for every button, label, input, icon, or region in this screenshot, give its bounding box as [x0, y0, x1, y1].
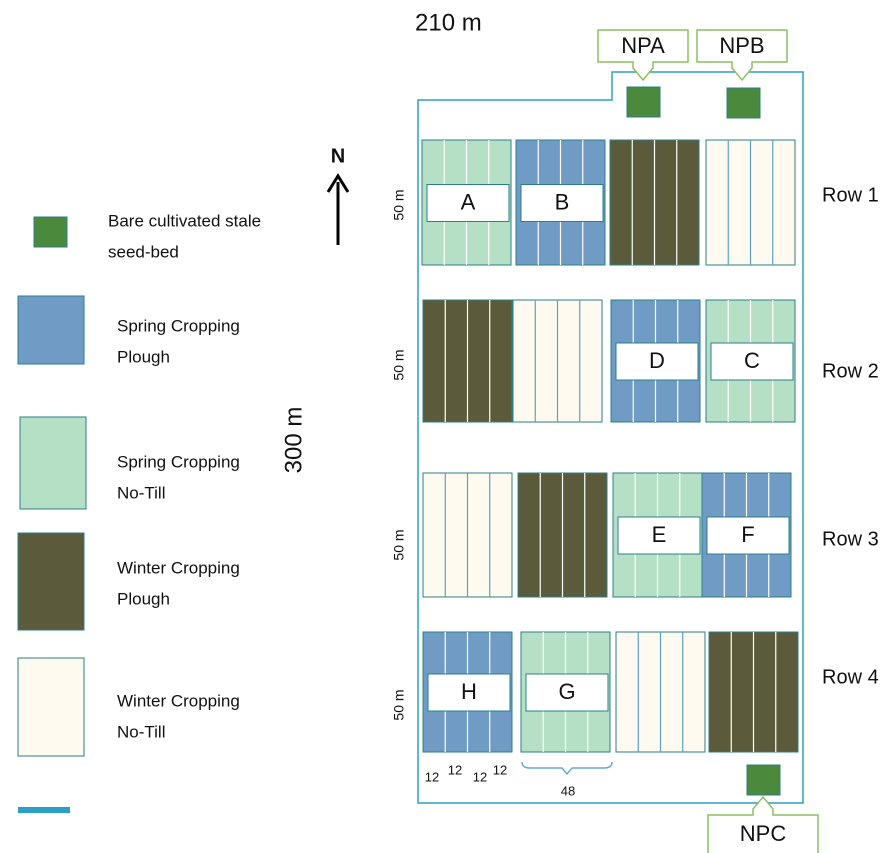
- height-label: 300 m: [280, 407, 307, 474]
- row-height-label: 50 m: [391, 349, 407, 380]
- legend-label: seed-bed: [108, 242, 179, 261]
- legend-label: Plough: [117, 347, 170, 366]
- row-height-label: 50 m: [391, 689, 407, 720]
- plot-label-box: [427, 673, 511, 712]
- north-label: N: [331, 145, 345, 167]
- legend-label: No-Till: [117, 483, 165, 502]
- row-label: Row 3: [822, 528, 879, 550]
- control-label: NPB: [719, 33, 764, 58]
- legend-label: Bare cultivated stale: [108, 211, 261, 230]
- row-height-label: 50 m: [391, 189, 407, 220]
- legend-label: No-Till: [117, 722, 165, 741]
- plot-label: H: [461, 679, 477, 704]
- plot-label-box: [617, 516, 701, 555]
- control-plot: [626, 86, 661, 118]
- plot-label: F: [741, 522, 754, 547]
- plot-label-box: [525, 673, 609, 712]
- plot-label: D: [649, 348, 665, 373]
- control-label-callout: [707, 795, 819, 853]
- control-plot: [746, 764, 781, 796]
- row-label: Row 1: [822, 184, 879, 206]
- control-label: NPC: [740, 821, 787, 846]
- legend-swatch: [17, 657, 85, 757]
- plot-label: E: [652, 522, 667, 547]
- control-label: NPA: [621, 33, 665, 58]
- plot-label: G: [558, 679, 575, 704]
- strip-width-label: 12: [425, 769, 439, 784]
- legend-swatch: [19, 416, 87, 510]
- strip-width-label: 12: [493, 762, 507, 777]
- plot-label-box: [615, 342, 699, 381]
- control-plot: [726, 87, 761, 119]
- plot-width-label: 48: [561, 783, 575, 798]
- row-label: Row 4: [822, 666, 879, 688]
- plot-label-box: [706, 516, 790, 555]
- field-boundary: [417, 71, 804, 804]
- legend-label: Spring Cropping: [117, 452, 240, 471]
- control-label-callout: [597, 29, 689, 82]
- plot-label-box: [710, 342, 794, 381]
- width-brace: [521, 761, 613, 776]
- width-label: 210 m: [415, 9, 482, 36]
- control-label-callout: [696, 29, 788, 82]
- plot-label: A: [461, 189, 476, 214]
- north-arrow-head: [326, 173, 350, 193]
- legend-swatch: [17, 532, 85, 631]
- plot-label: C: [744, 348, 760, 373]
- row-label: Row 2: [822, 360, 879, 382]
- plot-label: B: [555, 189, 570, 214]
- legend-swatch: [17, 295, 85, 365]
- strip-width-label: 12: [473, 769, 487, 784]
- legend-label: Plough: [117, 589, 170, 608]
- legend-swatch: [33, 216, 68, 248]
- strip-width-label: 12: [448, 762, 462, 777]
- row-height-label: 50 m: [391, 529, 407, 560]
- plot-label-box: [426, 184, 510, 222]
- legend-label: Winter Cropping: [117, 691, 240, 710]
- legend-label: Winter Cropping: [117, 558, 240, 577]
- plot-label-box: [520, 184, 604, 222]
- legend-label: Spring Cropping: [117, 316, 240, 335]
